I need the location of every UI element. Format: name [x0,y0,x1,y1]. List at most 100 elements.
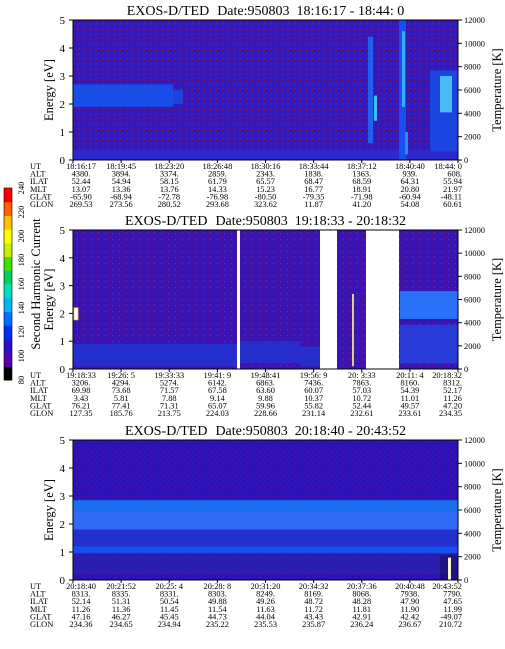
orbit-value: 234.65 [110,620,133,629]
orbit-value: -65.90 [70,192,92,201]
orbit-value: 2343. [256,170,275,179]
orbit-value: 11.01 [401,394,420,403]
colorbar-segment [4,229,12,244]
y-tick-right-label: 12000 [464,436,485,445]
row-label: GLON [30,200,53,209]
orbit-value: 54.39 [400,386,419,395]
orbit-value: 2859. [208,170,227,179]
orbit-value: 9.14 [210,394,225,403]
orbit-value: 47.16 [72,612,91,621]
orbit-value: 8331. [160,590,179,599]
orbit-value: 11.63 [256,605,275,614]
orbit-value: 234.35 [439,409,462,418]
orbit-value: 44.04 [256,612,276,621]
orbit-value: 4380. [72,170,91,179]
orbit-value: 323.62 [254,200,277,209]
y-tick-label: 4 [60,253,66,265]
colorbar-segment [4,325,12,340]
orbit-value: 20: 3:33 [348,371,376,380]
y-axis-label-right: Temperature [K] [490,258,504,341]
orbit-value: 19:56: 9 [300,371,328,380]
panel-title: EXOS-D/TED Date:950803 19:18:33 - 20:18:32 [125,214,406,229]
y-tick-label: 3 [60,71,66,83]
orbit-value: 608. [447,170,462,179]
orbit-value: 51.31 [112,597,131,606]
orbit-value: 11.26 [443,394,462,403]
y-tick-right-label: 10000 [464,459,485,468]
orbit-value: 73.68 [112,386,131,395]
orbit-value: 3206. [72,379,91,388]
colorbar-segment [4,201,12,216]
title-text: EXOS-D/TED [125,214,207,229]
orbit-value: 60.07 [304,386,323,395]
colorbar-tick-label: 80 [16,376,26,385]
orbit-value: 7790. [443,590,462,599]
y-tick-label: 2 [60,519,66,531]
y-tick-right-label: 4000 [464,529,481,538]
orbit-value: 939. [403,170,418,179]
orbit-value: 7863. [352,379,371,388]
data-gap [320,230,337,369]
orbit-value: 19:26: 5 [107,371,135,380]
colorbar-frame [3,187,13,381]
colorbar-tick-label: 240 [16,182,26,195]
orbit-value: 18:37:12 [347,162,377,171]
orbit-value: 57.03 [352,386,371,395]
orbit-value: 3374. [160,170,179,179]
orbit-value: 20:31:20 [251,582,281,591]
orbit-value: 18.91 [352,185,371,194]
orbit-value: 8312. [443,379,462,388]
time-range: 19:18:33 - 20:18:32 [295,214,406,229]
orbit-value: 47.65 [443,597,462,606]
orbit-value: 210.72 [439,620,462,629]
low-energy-band [240,341,300,364]
y-tick-right-label: 0 [464,156,468,165]
colorbar-segment [4,352,12,367]
orbit-value: 273.56 [110,200,133,209]
orbit-value: -68.94 [110,192,132,201]
orbit-value: 18:30:16 [251,162,281,171]
spike-highlight [374,95,377,121]
row-label: UT [30,582,41,591]
y-tick-label: 1 [60,127,66,139]
orbit-value: 49.57 [400,401,419,410]
orbit-value: 20.80 [400,185,419,194]
orbit-value: 68.47 [304,177,323,186]
orbit-value: 18:19:45 [106,162,136,171]
row-label: MLT [30,185,47,194]
orbit-value: 11.54 [208,605,227,614]
orbit-value: 58.15 [160,177,179,186]
y-axis-label: Energy [eV] [42,59,56,121]
orbit-value: 234.94 [158,620,182,629]
y-tick-label: 4 [60,43,66,55]
orbit-value: 11.72 [304,605,323,614]
colorbar-tick-label: 200 [16,230,26,243]
y-tick-right-label: 2000 [464,553,481,562]
orbit-value: 13.36 [112,185,131,194]
colorbar-tick-label: 100 [16,350,26,363]
orbit-value: 14.33 [208,185,227,194]
orbit-value: 1363. [352,170,371,179]
date-text: Date:950803 [215,424,287,439]
y-tick-right-label: 12000 [464,226,485,235]
row-label: GLAT [30,612,51,621]
orbit-value: 20:43:52 [432,582,462,591]
row-label: ALT [30,379,46,388]
orbit-value: 59.96 [256,401,275,410]
orbit-value: 11.87 [304,200,323,209]
orbit-value: 269.53 [69,200,92,209]
mid-band [73,529,458,547]
orbit-value: 42.42 [400,612,419,621]
orbit-value: 15.23 [256,185,275,194]
y-tick-right-label: 2000 [464,342,481,351]
colorbar-tick-label: 180 [16,254,26,267]
orbit-value: 65.57 [256,177,275,186]
date-text: Date:950803 [215,214,287,229]
time-range: 20:18:40 - 20:43:52 [295,424,406,439]
orbit-value: 47.90 [400,597,419,606]
orbit-value: 54.94 [112,177,132,186]
orbit-value: 69.98 [72,386,91,395]
orbit-value: 20:37:36 [347,582,377,591]
orbit-value: 65.07 [208,401,227,410]
orbit-value: 8335. [112,590,131,599]
